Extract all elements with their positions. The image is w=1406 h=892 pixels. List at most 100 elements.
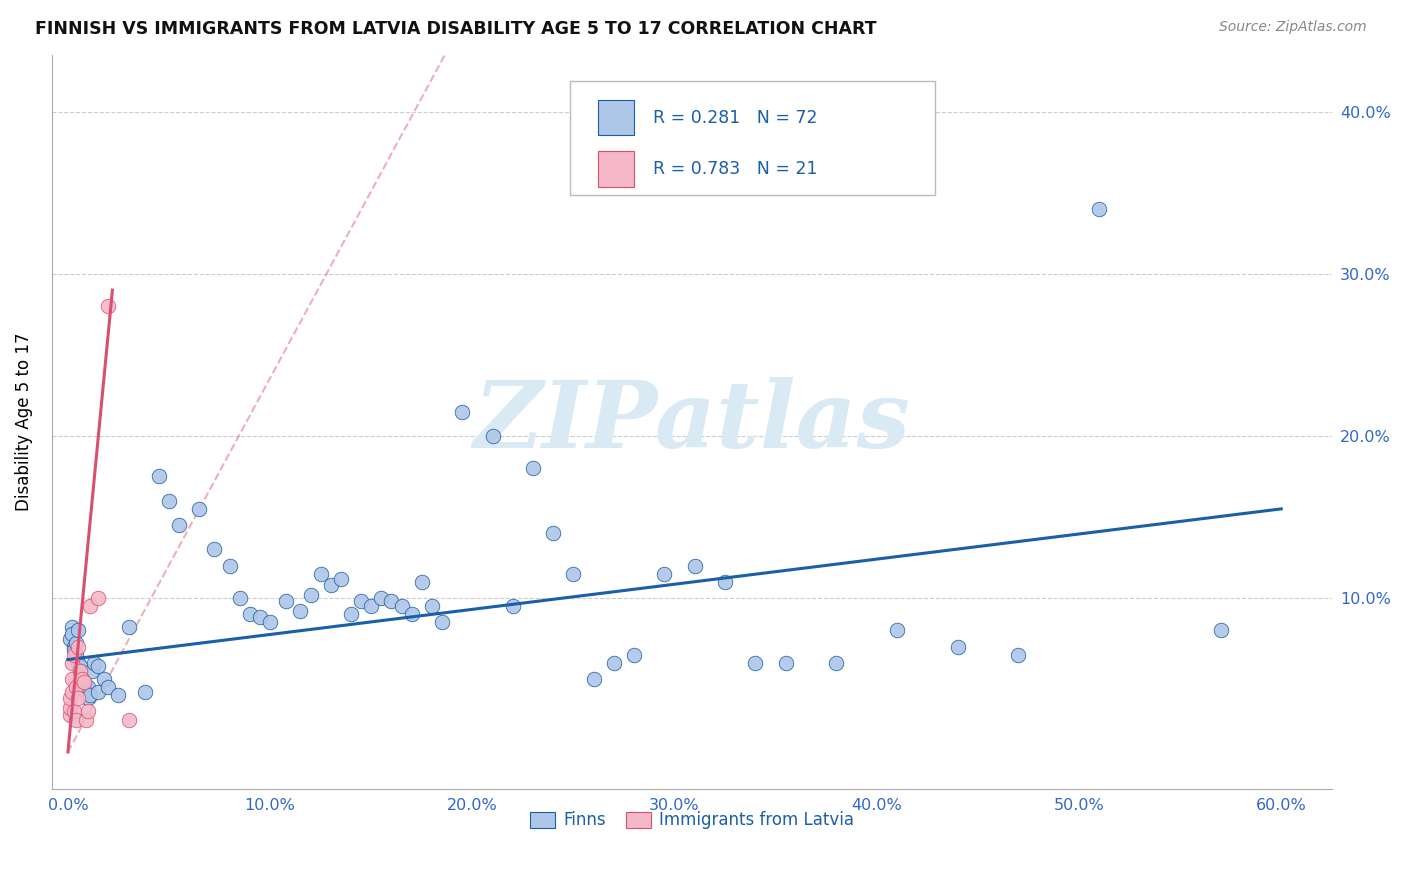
Point — [117, 620, 139, 634]
Point — [380, 594, 402, 608]
Point — [775, 656, 797, 670]
Point — [1209, 624, 1232, 638]
Point — [75, 685, 97, 699]
FancyBboxPatch shape — [599, 152, 634, 186]
Text: Source: ZipAtlas.com: Source: ZipAtlas.com — [1219, 20, 1367, 34]
Point — [93, 672, 115, 686]
Point — [67, 691, 90, 706]
Point — [420, 599, 443, 613]
Point — [60, 620, 83, 634]
Point — [451, 404, 474, 418]
Point — [77, 705, 100, 719]
Point — [290, 604, 312, 618]
Point — [82, 664, 104, 678]
Point — [79, 688, 101, 702]
Point — [87, 591, 110, 605]
Point — [562, 566, 585, 581]
Point — [69, 659, 91, 673]
Point — [522, 461, 544, 475]
Point — [65, 680, 87, 694]
Point — [259, 615, 281, 630]
Point — [97, 299, 120, 313]
Point — [946, 640, 969, 654]
Point — [329, 572, 352, 586]
Point — [65, 636, 87, 650]
Point — [239, 607, 262, 622]
Point — [370, 591, 392, 605]
Point — [73, 675, 96, 690]
Point — [59, 632, 82, 646]
Point — [391, 599, 413, 613]
Point — [654, 566, 676, 581]
Y-axis label: Disability Age 5 to 17: Disability Age 5 to 17 — [15, 333, 32, 511]
Point — [59, 691, 82, 706]
Point — [60, 685, 83, 699]
Point — [683, 558, 706, 573]
Point — [63, 643, 86, 657]
Point — [276, 594, 298, 608]
Text: R = 0.783   N = 21: R = 0.783 N = 21 — [654, 160, 818, 178]
Text: ZIPatlas: ZIPatlas — [474, 377, 910, 467]
Point — [1007, 648, 1029, 662]
Point — [60, 626, 83, 640]
Point — [430, 615, 453, 630]
Point — [157, 493, 180, 508]
Point — [79, 599, 101, 613]
Point — [481, 429, 503, 443]
Point — [714, 574, 737, 589]
Point — [63, 640, 86, 654]
Text: R = 0.281   N = 72: R = 0.281 N = 72 — [654, 109, 818, 127]
Point — [401, 607, 423, 622]
Point — [60, 672, 83, 686]
Point — [59, 701, 82, 715]
Point — [202, 542, 225, 557]
Point — [67, 624, 90, 638]
Point — [67, 640, 90, 654]
Point — [148, 469, 170, 483]
Point — [75, 713, 97, 727]
Point — [1088, 202, 1111, 216]
Point — [65, 648, 87, 662]
Point — [340, 607, 363, 622]
Point — [97, 680, 120, 694]
Point — [350, 594, 373, 608]
Point — [319, 578, 342, 592]
Point — [582, 672, 605, 686]
Point — [218, 558, 240, 573]
Point — [411, 574, 433, 589]
FancyBboxPatch shape — [599, 100, 634, 136]
Point — [65, 713, 87, 727]
Point — [117, 713, 139, 727]
Point — [63, 705, 86, 719]
Point — [603, 656, 626, 670]
Point — [360, 599, 382, 613]
Point — [188, 501, 211, 516]
Point — [167, 518, 190, 533]
Point — [70, 672, 93, 686]
Point — [69, 664, 91, 678]
Point — [134, 685, 156, 699]
Point — [59, 707, 82, 722]
Point — [502, 599, 524, 613]
Point — [70, 672, 93, 686]
Point — [77, 691, 100, 706]
Point — [67, 656, 90, 670]
Point — [249, 610, 271, 624]
Point — [87, 685, 110, 699]
Point — [77, 680, 100, 694]
Point — [63, 648, 86, 662]
Point — [229, 591, 252, 605]
Point — [309, 566, 332, 581]
Point — [744, 656, 766, 670]
Text: FINNISH VS IMMIGRANTS FROM LATVIA DISABILITY AGE 5 TO 17 CORRELATION CHART: FINNISH VS IMMIGRANTS FROM LATVIA DISABI… — [35, 20, 877, 37]
Point — [107, 688, 129, 702]
FancyBboxPatch shape — [571, 81, 935, 194]
Point — [83, 656, 105, 670]
Point — [87, 659, 110, 673]
Point — [825, 656, 848, 670]
Point — [541, 526, 564, 541]
Point — [299, 588, 322, 602]
Legend: Finns, Immigrants from Latvia: Finns, Immigrants from Latvia — [523, 805, 860, 836]
Point — [60, 656, 83, 670]
Point — [623, 648, 645, 662]
